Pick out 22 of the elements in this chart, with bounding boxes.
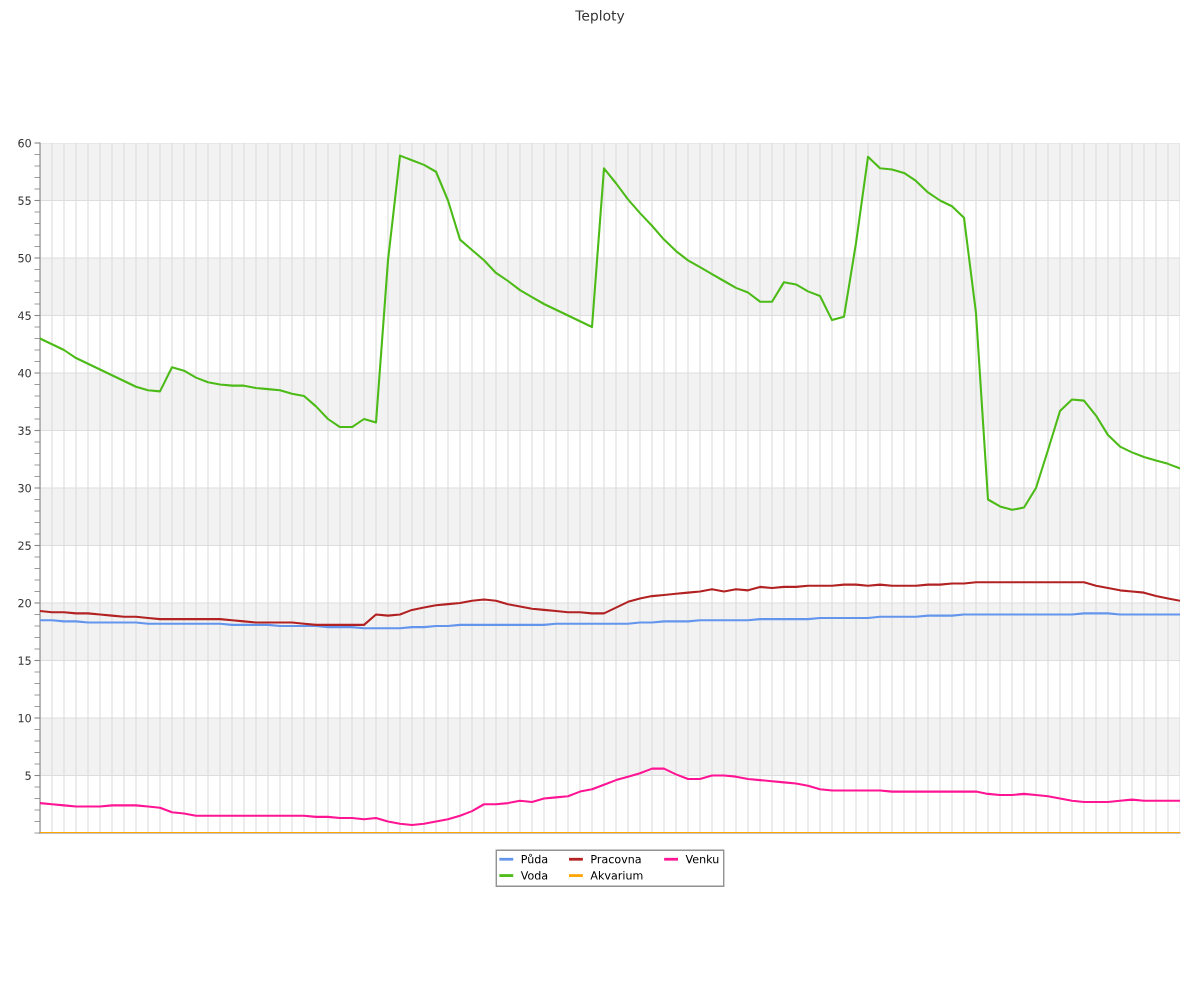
line-series — [40, 581, 1180, 626]
y-tick-label: 5 — [25, 771, 31, 780]
y-tick-label: 10 — [18, 713, 31, 723]
legend-label: Voda — [520, 871, 548, 880]
y-tick-label: 50 — [18, 253, 31, 263]
chart-title: Teploty — [575, 10, 625, 24]
legend-label: Venku — [685, 854, 719, 864]
y-tick-label: 30 — [18, 483, 31, 493]
legend-label: Akvarium — [590, 871, 643, 880]
line-series — [40, 612, 1180, 630]
y-tick-label: 40 — [18, 368, 31, 378]
y-tick-label: 25 — [18, 541, 31, 550]
y-tick-label: 60 — [18, 138, 31, 148]
y-tick-label: 55 — [18, 196, 31, 205]
line-series — [40, 767, 1180, 826]
y-tick-label: 35 — [18, 426, 31, 435]
legend-label: Půda — [521, 853, 548, 864]
y-tick-label: 20 — [18, 598, 31, 608]
y-tick-label: 45 — [18, 311, 31, 320]
y-tick-label: 15 — [18, 656, 31, 665]
line-series — [40, 154, 1180, 511]
legend-label: Pracovna — [591, 855, 641, 864]
